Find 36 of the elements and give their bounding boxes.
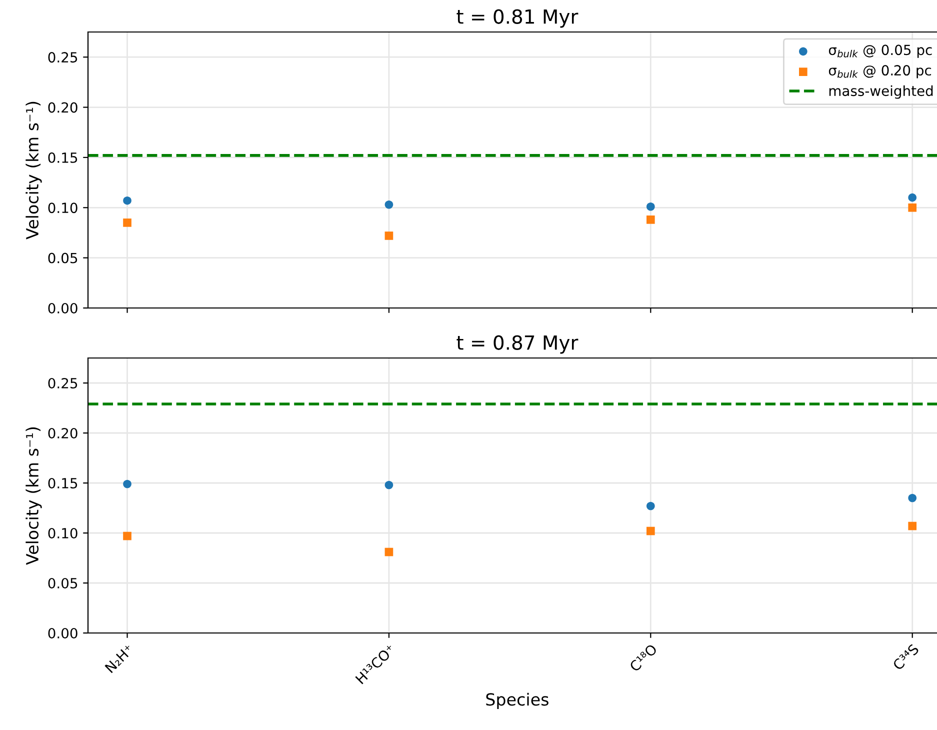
y-tick-label: 0.05 (48, 578, 78, 588)
y-tick-label: 0.25 (48, 52, 78, 63)
y-tick-label: 0.00 (48, 302, 78, 314)
point (384, 480, 394, 490)
legend-label: σ$_{bulk}$ @ 0.20 pc (828, 65, 932, 78)
point (908, 522, 917, 530)
chart-title: t = 0.81 Myr (456, 9, 578, 28)
y-tick-label: 0.10 (48, 528, 78, 538)
legend-label: mass-weighted (829, 85, 933, 99)
point (908, 494, 917, 502)
legend-label: σ$_{bulk}$ @ 0.05 pc (828, 44, 932, 58)
y-axis-title: Velocity (km s⁻¹) (26, 427, 42, 565)
y-tick-label: 0.20 (48, 102, 78, 113)
point (384, 232, 394, 240)
point (384, 200, 394, 209)
x-axis-title: Species (486, 692, 548, 709)
point (123, 196, 132, 205)
point (123, 480, 132, 488)
point (646, 202, 655, 211)
y-tick-label: 0.10 (48, 202, 78, 214)
y-tick-label: 0.15 (48, 478, 78, 488)
y-axis-title: Velocity (km s⁻¹) (26, 102, 42, 240)
point (646, 526, 655, 536)
point (123, 532, 132, 540)
point (646, 502, 655, 510)
point (123, 218, 132, 227)
y-tick-label: 0.15 (48, 152, 78, 163)
point (908, 193, 917, 202)
chart-title: t = 0.87 Myr (456, 335, 578, 354)
y-tick-label: 0.05 (48, 252, 78, 264)
y-tick-label: 0.25 (48, 378, 78, 388)
point (384, 548, 394, 556)
point (646, 216, 655, 224)
y-tick-label: 0.00 (48, 628, 78, 638)
point (908, 203, 917, 212)
y-tick-label: 0.20 (48, 428, 78, 438)
